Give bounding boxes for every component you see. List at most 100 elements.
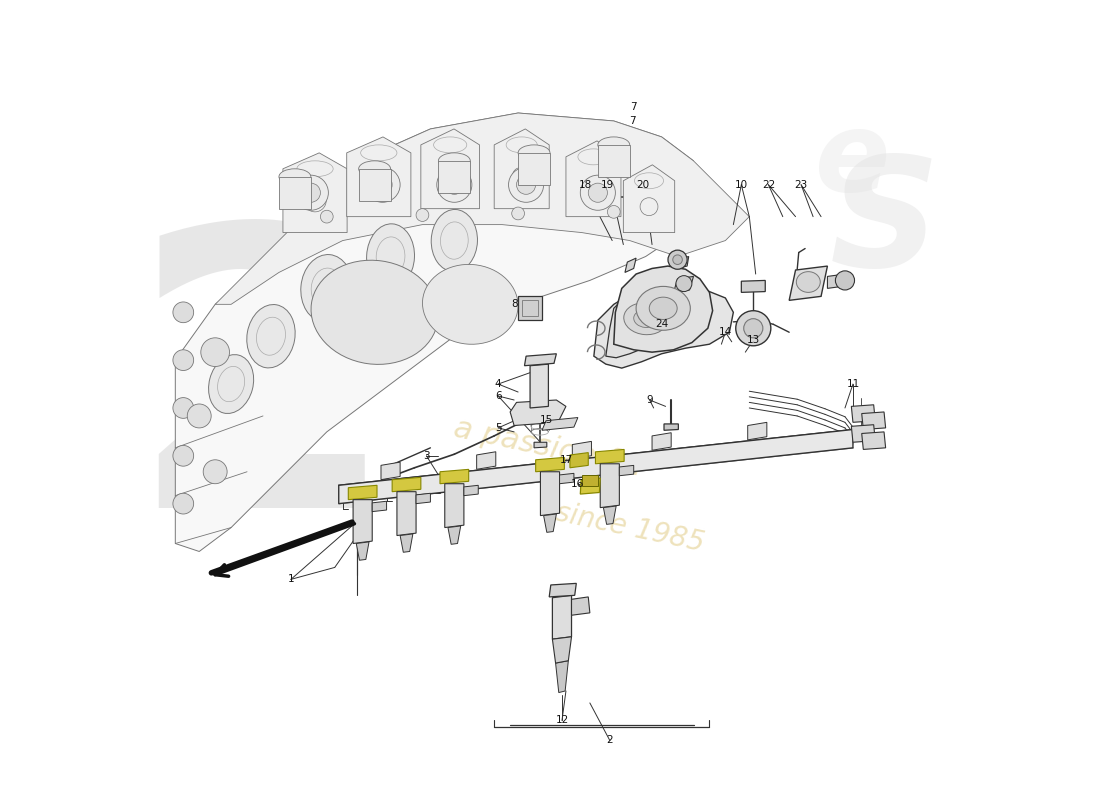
- Circle shape: [588, 183, 607, 202]
- Polygon shape: [581, 478, 601, 494]
- Polygon shape: [572, 597, 590, 615]
- Circle shape: [437, 167, 472, 202]
- Polygon shape: [339, 430, 852, 504]
- Circle shape: [173, 494, 194, 514]
- Bar: [582, 475, 597, 486]
- Circle shape: [508, 167, 543, 202]
- Polygon shape: [601, 464, 619, 508]
- Circle shape: [204, 460, 227, 484]
- Polygon shape: [421, 129, 480, 209]
- Polygon shape: [652, 433, 671, 450]
- Circle shape: [301, 183, 320, 202]
- Polygon shape: [397, 492, 416, 535]
- Circle shape: [416, 209, 429, 222]
- Polygon shape: [549, 583, 576, 597]
- Text: 17: 17: [559, 454, 573, 465]
- Text: 15: 15: [539, 415, 552, 425]
- Bar: [597, 145, 629, 177]
- Polygon shape: [283, 153, 348, 233]
- Bar: [518, 296, 542, 320]
- Text: a passion for: a passion for: [451, 414, 649, 482]
- Circle shape: [201, 338, 230, 366]
- Polygon shape: [560, 474, 574, 484]
- Ellipse shape: [636, 286, 691, 330]
- Ellipse shape: [246, 305, 295, 368]
- Ellipse shape: [209, 354, 254, 414]
- Polygon shape: [861, 432, 886, 450]
- Circle shape: [294, 175, 329, 210]
- Text: 10: 10: [735, 180, 748, 190]
- Text: 11: 11: [846, 379, 859, 389]
- Polygon shape: [216, 113, 749, 304]
- Bar: [279, 177, 311, 209]
- Text: 22: 22: [762, 180, 776, 190]
- Polygon shape: [673, 277, 693, 292]
- Polygon shape: [510, 400, 565, 426]
- Text: 4: 4: [495, 379, 502, 389]
- Text: 20: 20: [637, 180, 650, 190]
- Text: 3: 3: [424, 451, 430, 461]
- Polygon shape: [356, 542, 369, 560]
- Circle shape: [173, 302, 194, 322]
- Ellipse shape: [624, 302, 668, 334]
- Circle shape: [512, 207, 525, 220]
- Circle shape: [676, 276, 692, 291]
- Bar: [439, 161, 471, 193]
- Polygon shape: [535, 442, 547, 448]
- Text: 19: 19: [601, 180, 614, 190]
- Text: 1: 1: [287, 574, 294, 584]
- Circle shape: [365, 167, 400, 202]
- Bar: [522, 300, 538, 316]
- Circle shape: [744, 318, 763, 338]
- Polygon shape: [614, 266, 713, 352]
- Ellipse shape: [518, 145, 550, 161]
- Polygon shape: [536, 458, 564, 472]
- Polygon shape: [741, 281, 766, 292]
- Polygon shape: [392, 478, 421, 492]
- Text: 18: 18: [580, 180, 593, 190]
- Text: 7: 7: [630, 102, 637, 112]
- Ellipse shape: [300, 254, 353, 322]
- Polygon shape: [525, 354, 557, 366]
- Circle shape: [173, 446, 194, 466]
- Polygon shape: [552, 637, 572, 663]
- Circle shape: [517, 175, 536, 194]
- Polygon shape: [353, 500, 372, 543]
- Ellipse shape: [796, 272, 821, 292]
- Text: 14: 14: [718, 327, 732, 338]
- Circle shape: [581, 175, 615, 210]
- Text: 8: 8: [510, 299, 517, 310]
- Polygon shape: [444, 484, 464, 527]
- Polygon shape: [540, 472, 560, 515]
- Text: 7: 7: [629, 116, 636, 126]
- Polygon shape: [440, 470, 469, 484]
- Polygon shape: [572, 442, 592, 459]
- Polygon shape: [494, 129, 549, 209]
- Circle shape: [835, 271, 855, 290]
- Polygon shape: [556, 661, 569, 693]
- Text: 9: 9: [647, 395, 653, 405]
- Polygon shape: [664, 424, 679, 430]
- Polygon shape: [619, 466, 634, 476]
- Polygon shape: [349, 486, 377, 500]
- Polygon shape: [594, 285, 734, 368]
- Text: S: S: [829, 150, 939, 299]
- Polygon shape: [595, 450, 624, 464]
- Text: 12: 12: [556, 715, 569, 726]
- Circle shape: [668, 250, 688, 270]
- Circle shape: [673, 255, 682, 265]
- Text: 16: 16: [571, 478, 584, 489]
- Circle shape: [173, 398, 194, 418]
- Polygon shape: [861, 412, 886, 430]
- Ellipse shape: [431, 210, 477, 272]
- Polygon shape: [748, 422, 767, 440]
- Polygon shape: [606, 285, 685, 358]
- Polygon shape: [604, 506, 616, 524]
- Polygon shape: [552, 595, 572, 639]
- Ellipse shape: [439, 153, 471, 169]
- Text: 24: 24: [654, 319, 668, 330]
- Bar: [359, 169, 390, 201]
- Text: since 1985: since 1985: [552, 498, 707, 557]
- Text: 23: 23: [794, 180, 807, 190]
- Polygon shape: [542, 418, 578, 430]
